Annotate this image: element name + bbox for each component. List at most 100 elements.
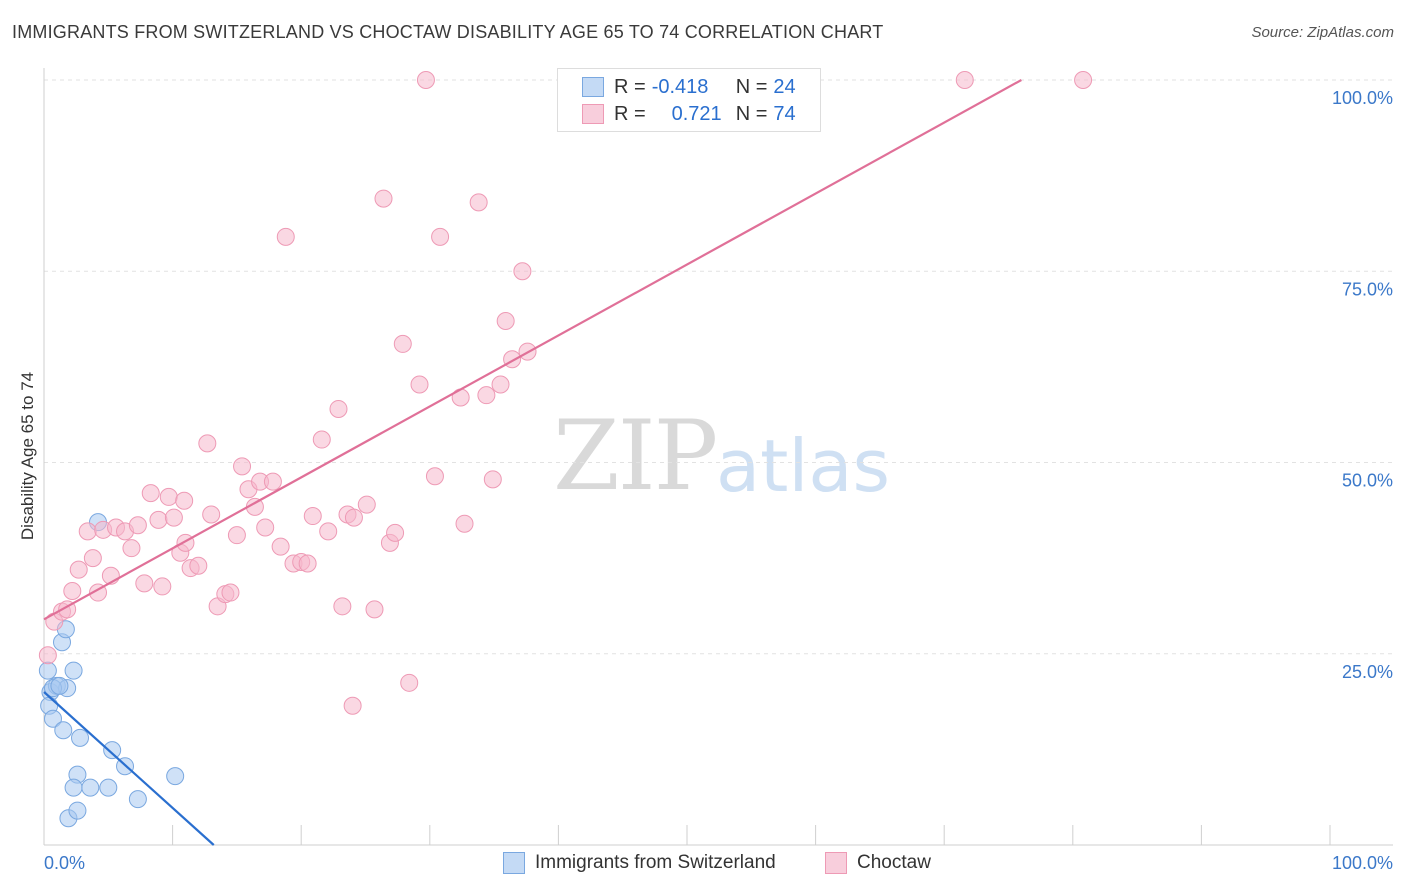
legend-r-label: R = xyxy=(614,102,646,125)
choctaw-point xyxy=(135,574,154,593)
choctaw-point xyxy=(496,311,515,330)
choctaw-point xyxy=(312,430,331,449)
series-label-switzerland: Immigrants from Switzerland xyxy=(535,852,776,873)
choctaw-point xyxy=(63,582,82,601)
switzerland-point xyxy=(81,778,100,797)
series-legend-switzerland[interactable]: Immigrants from Switzerland xyxy=(503,852,776,874)
switzerland-trend-line xyxy=(43,691,215,846)
y-tick-label: 25.0% xyxy=(1342,662,1393,682)
choctaw-point xyxy=(164,508,183,527)
choctaw-point xyxy=(149,510,168,529)
switzerland-point xyxy=(103,741,122,760)
legend-r-value: -0.418 xyxy=(651,75,709,98)
choctaw-point xyxy=(69,560,88,579)
choctaw-point xyxy=(271,537,290,556)
switzerland-point xyxy=(128,790,147,809)
choctaw-point xyxy=(263,472,282,491)
axes xyxy=(43,68,1393,846)
choctaw-point xyxy=(513,262,532,281)
choctaw-point xyxy=(333,597,352,616)
series-legend: Immigrants from Switzerland Choctaw xyxy=(0,852,1406,878)
choctaw-point xyxy=(153,577,172,596)
y-tick-label: 75.0% xyxy=(1342,279,1393,299)
choctaw-point xyxy=(159,487,178,506)
switzerland-point xyxy=(38,661,57,680)
choctaw-point xyxy=(483,470,502,489)
legend-swatch-choctaw xyxy=(582,104,604,124)
choctaw-point xyxy=(374,189,393,208)
series-legend-choctaw[interactable]: Choctaw xyxy=(825,852,931,874)
choctaw-point xyxy=(227,526,246,545)
legend-row-switzerland: R = -0.418 N = 24 xyxy=(582,75,796,99)
tick-labels: 25.0% 50.0% 75.0% 100.0% 0.0% 100.0% xyxy=(44,88,1393,873)
choctaw-point xyxy=(343,696,362,715)
choctaw-point xyxy=(303,507,322,526)
choctaw-point xyxy=(141,484,160,503)
series-swatch-switzerland xyxy=(503,852,525,874)
choctaw-point xyxy=(298,554,317,573)
legend-row-choctaw: R = 0.721 N = 74 xyxy=(582,102,796,126)
choctaw-point xyxy=(491,375,510,394)
switzerland-point xyxy=(64,661,83,680)
correlation-legend: R = -0.418 N = 24 R = 0.721 N = 74 xyxy=(557,68,821,132)
choctaw-point xyxy=(319,522,338,541)
switzerland-point xyxy=(50,676,69,695)
legend-r-value: 0.721 xyxy=(671,102,722,125)
choctaw-point xyxy=(1074,71,1093,89)
x-tick-label: 0.0% xyxy=(44,853,85,873)
switzerland-point xyxy=(54,721,73,740)
choctaw-point xyxy=(175,491,194,510)
choctaw-point xyxy=(955,71,974,89)
grid-lines xyxy=(44,79,1393,655)
choctaw-point xyxy=(416,71,435,89)
legend-n-value: 24 xyxy=(773,75,796,98)
choctaw-point xyxy=(198,434,217,453)
choctaw-point xyxy=(357,495,376,514)
choctaw-point xyxy=(122,539,141,558)
y-tick-label: 50.0% xyxy=(1342,471,1393,491)
switzerland-point xyxy=(44,709,63,728)
choctaw-point xyxy=(455,514,474,533)
choctaw-point xyxy=(221,583,240,602)
legend-r-label: R = xyxy=(614,75,646,98)
legend-n-label: N = xyxy=(735,102,768,125)
switzerland-point xyxy=(64,778,83,797)
legend-n-value: 74 xyxy=(773,102,796,125)
switzerland-point xyxy=(99,778,118,797)
choctaw-point xyxy=(410,375,429,394)
choctaw-trend-line xyxy=(43,79,1022,621)
switzerland-point xyxy=(71,728,90,747)
watermark-atlas: atlas xyxy=(716,424,890,508)
choctaw-point xyxy=(189,556,208,575)
switzerland-point xyxy=(68,801,87,820)
choctaw-point xyxy=(393,334,412,353)
choctaw-point xyxy=(128,516,147,535)
watermark-zip: ZIP xyxy=(553,400,718,512)
choctaw-point xyxy=(477,386,496,405)
trend-lines xyxy=(43,79,1022,846)
choctaw-point xyxy=(386,523,405,542)
switzerland-point xyxy=(166,767,185,786)
choctaw-point xyxy=(83,549,102,568)
choctaw-point xyxy=(344,508,363,527)
legend-n-label: N = xyxy=(735,75,768,98)
choctaw-point xyxy=(78,522,97,541)
choctaw-point xyxy=(365,600,384,619)
choctaw-point xyxy=(233,457,252,476)
choctaw-point xyxy=(431,227,450,246)
legend-swatch-switzerland xyxy=(582,77,604,97)
choctaw-point xyxy=(276,227,295,246)
y-axis-label: Disability Age 65 to 74 xyxy=(18,371,37,541)
choctaw-point xyxy=(256,518,275,537)
source-credit: Source: ZipAtlas.com xyxy=(1251,24,1394,41)
choctaw-point xyxy=(425,467,444,486)
chart-title: IMMIGRANTS FROM SWITZERLAND VS CHOCTAW D… xyxy=(12,22,884,42)
x-tick-label: 100.0% xyxy=(1332,853,1393,873)
choctaw-point xyxy=(38,646,57,665)
data-points xyxy=(38,71,1093,828)
series-swatch-choctaw xyxy=(825,852,847,874)
choctaw-point xyxy=(329,399,348,418)
series-label-choctaw: Choctaw xyxy=(857,852,931,873)
choctaw-point xyxy=(400,673,419,692)
